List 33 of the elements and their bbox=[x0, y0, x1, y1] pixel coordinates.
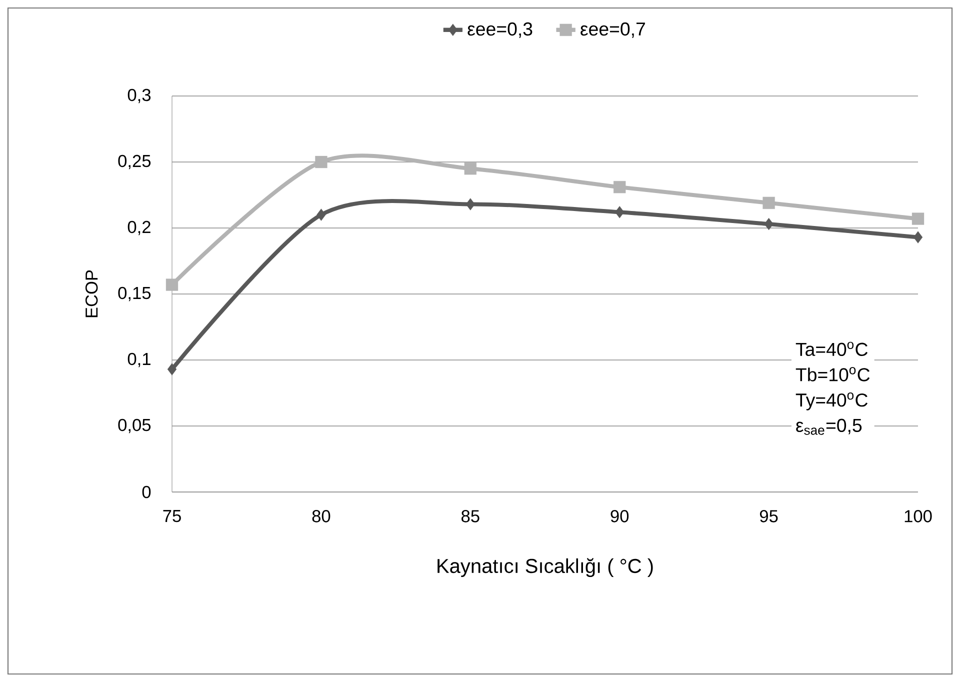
x-tick-label: 80 bbox=[312, 510, 330, 522]
point bbox=[464, 162, 476, 175]
point bbox=[615, 206, 624, 218]
y-tick-label: 0,05 bbox=[118, 418, 151, 434]
y-tick-label: 0,15 bbox=[118, 286, 151, 302]
point bbox=[315, 156, 328, 168]
point bbox=[913, 231, 923, 244]
x-tick-label: 75 bbox=[163, 510, 181, 522]
y-tick-label: 0,1 bbox=[128, 352, 150, 368]
x-tick-label: 100 bbox=[904, 510, 932, 522]
point bbox=[316, 208, 326, 221]
x-tick-label: 85 bbox=[462, 510, 480, 522]
point bbox=[762, 196, 775, 209]
point bbox=[167, 363, 177, 376]
legend-label: εee=0,3 bbox=[468, 22, 532, 38]
y-axis-title: ECOP bbox=[85, 270, 98, 318]
x-tick-label: 95 bbox=[760, 510, 778, 522]
legend-label: εee=0,7 bbox=[580, 22, 645, 38]
point bbox=[166, 278, 178, 291]
x-tick-label: 90 bbox=[610, 510, 629, 522]
point bbox=[764, 218, 774, 230]
annotation: Ty=40$^{o}$C bbox=[796, 392, 868, 410]
annotation: Ta=40$^{o}$C bbox=[796, 342, 868, 356]
annotation: Tb=10$^{o}$C bbox=[796, 367, 870, 382]
point bbox=[466, 198, 475, 210]
point bbox=[912, 212, 924, 225]
annotation: ε$_{sae}$=0,5 bbox=[796, 418, 862, 435]
y-tick-label: 0,25 bbox=[118, 154, 151, 170]
x-axis-title: Kaynatıcı Sıcaklığı ( °C ) bbox=[438, 558, 653, 578]
point bbox=[614, 180, 626, 194]
y-tick-label: 0,2 bbox=[128, 220, 150, 236]
y-tick-label: 0 bbox=[142, 486, 151, 498]
y-tick-label: 0,3 bbox=[128, 88, 151, 104]
